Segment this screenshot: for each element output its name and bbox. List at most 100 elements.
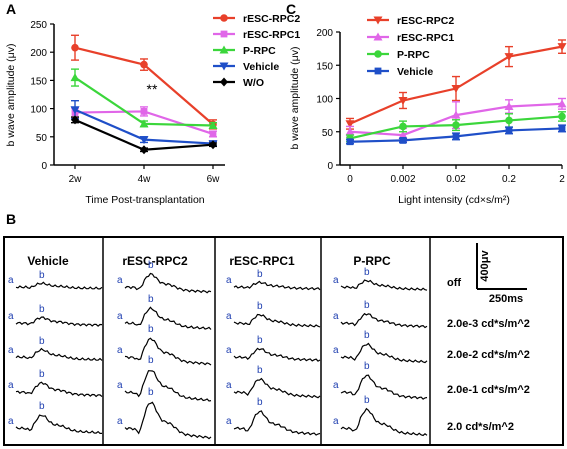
b-wave-label: b	[364, 395, 370, 406]
legend-entry-w-o: W/O	[213, 77, 264, 89]
data-point	[451, 110, 461, 119]
x-tick-label: 0.02	[446, 174, 466, 185]
erg-trace	[124, 337, 212, 366]
b-wave-label: b	[257, 269, 263, 280]
stimulus-condition-label: off	[447, 277, 461, 289]
erg-trace	[340, 374, 428, 400]
series-resc-rpc2	[345, 39, 567, 130]
a-wave-label: a	[8, 380, 14, 391]
data-point	[70, 106, 80, 115]
b-wave-label: b	[39, 401, 45, 412]
erg-trace	[233, 377, 321, 399]
chart-c: 0 50 100 150 200 0 0.002 0.02 0.2 2 Light intensit…	[289, 15, 567, 206]
legend-marker	[220, 14, 228, 22]
data-point	[398, 96, 408, 105]
data-point	[398, 130, 408, 139]
erg-trace	[233, 347, 321, 362]
a-wave-label: a	[226, 345, 232, 356]
data-point	[558, 112, 566, 121]
data-point	[345, 127, 355, 136]
panel-c-label: C	[286, 1, 296, 17]
data-point	[451, 85, 461, 94]
b-wave-label: b	[39, 369, 45, 380]
erg-trace	[15, 381, 103, 398]
a-wave-label: a	[117, 380, 123, 391]
legend-marker	[374, 50, 382, 58]
series-p-rpc	[346, 111, 566, 143]
erg-trace	[233, 410, 321, 436]
x-tick-label: 2	[559, 174, 565, 185]
erg-trace	[340, 407, 428, 437]
legend-label: P-RPC	[397, 49, 430, 61]
stimulus-condition-label: 2.0e-2 cd*s/m^2	[447, 349, 530, 361]
y-axis-label: b wave amplitude (μv)	[5, 44, 17, 147]
y-tick-label: 0	[327, 161, 333, 172]
data-point	[345, 120, 355, 129]
panel-c: C 0 50 100 150 200 0 0.002 0.02 0.2 2 Light intens…	[286, 1, 567, 206]
significance-annotation: **	[147, 81, 158, 97]
legend-marker	[373, 32, 383, 41]
trace-column-title: rESC-RPC1	[229, 254, 295, 268]
b-wave-label: b	[364, 330, 370, 341]
b-wave-label: b	[364, 267, 370, 278]
data-point	[558, 125, 566, 132]
panel-b-label: B	[6, 211, 16, 227]
erg-trace	[340, 279, 428, 291]
a-wave-label: a	[117, 311, 123, 322]
erg-trace	[340, 312, 428, 329]
legend-marker	[220, 77, 228, 87]
data-point	[505, 116, 513, 125]
b-wave-label: b	[148, 355, 154, 366]
a-wave-label: a	[8, 311, 14, 322]
b-wave-label: b	[148, 260, 154, 271]
trace-column-title: Vehicle	[27, 254, 69, 268]
erg-trace	[15, 347, 103, 361]
y-tick-label: 150	[316, 61, 333, 72]
data-point	[140, 108, 148, 115]
y-tick-label: 100	[30, 105, 47, 116]
erg-trace	[124, 370, 212, 402]
a-wave-label: a	[226, 380, 232, 391]
erg-trace	[124, 401, 212, 440]
a-wave-label: a	[333, 345, 339, 356]
legend-marker	[220, 30, 228, 38]
data-point	[452, 133, 460, 140]
erg-trace	[124, 306, 212, 330]
b-wave-label: b	[148, 387, 154, 398]
legend-marker	[219, 62, 229, 71]
data-point	[504, 101, 514, 110]
data-point	[140, 145, 148, 155]
data-point	[208, 121, 218, 130]
data-point	[346, 138, 354, 146]
b-wave-label: b	[257, 365, 263, 376]
x-tick-label: 6w	[207, 174, 221, 185]
legend-label: rESC-RPC2	[243, 13, 300, 25]
panel-a-label: A	[6, 1, 16, 17]
stimulus-condition-label: 2.0e-1 cd*s/m^2	[447, 384, 530, 396]
y-tick-label: 0	[41, 161, 47, 172]
trace-panel-frame	[3, 236, 564, 446]
a-wave-label: a	[333, 275, 339, 286]
data-point	[557, 99, 567, 108]
erg-trace	[15, 281, 103, 290]
stimulus-condition-label: 2.0 cd*s/m^2	[447, 421, 514, 433]
series-vehicle	[346, 124, 566, 146]
legend-entry-vehicle: Vehicle	[213, 61, 279, 73]
data-point	[140, 60, 148, 69]
x-tick-label: 0.2	[502, 174, 516, 185]
scale-time-label: 250ms	[489, 293, 523, 305]
erg-trace	[124, 272, 212, 294]
legend-entry-resc-rpc1: rESC-RPC1	[367, 32, 454, 44]
b-wave-label: b	[364, 300, 370, 311]
y-tick-label: 250	[30, 20, 47, 31]
b-wave-label: b	[257, 301, 263, 312]
data-point	[71, 43, 79, 52]
a-wave-label: a	[117, 275, 123, 286]
legend-label: rESC-RPC1	[397, 32, 454, 44]
y-tick-label: 200	[316, 28, 333, 39]
legend-entry-vehicle: Vehicle	[367, 66, 433, 78]
legend-label: rESC-RPC1	[243, 29, 300, 41]
data-point	[399, 122, 407, 131]
a-wave-label: a	[117, 345, 123, 356]
